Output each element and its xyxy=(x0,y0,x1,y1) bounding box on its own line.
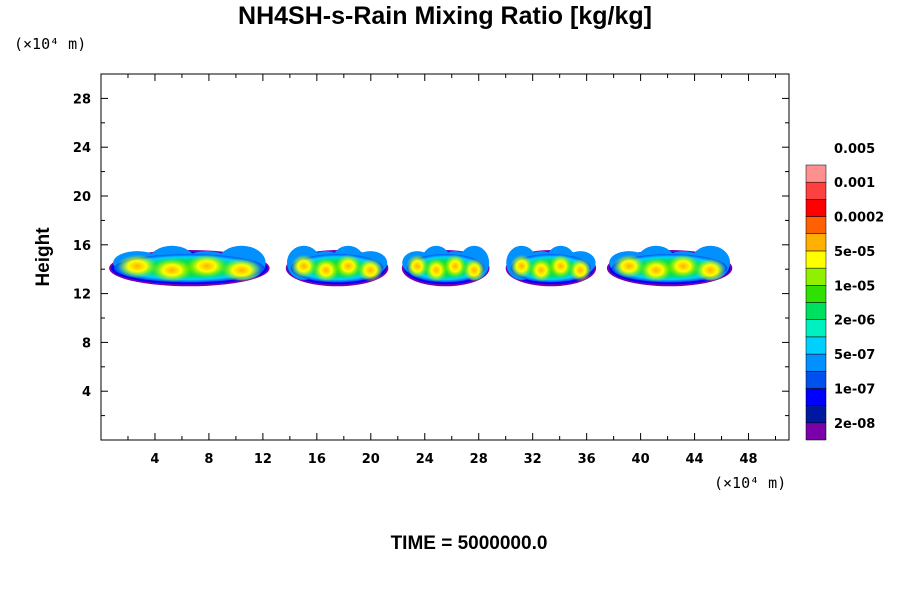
y-tick-label: 28 xyxy=(73,92,91,107)
y-tick-label: 20 xyxy=(73,190,91,205)
colorbar-label: 0.001 xyxy=(834,176,875,191)
cloud-core xyxy=(221,258,262,282)
cloud-core xyxy=(117,254,158,278)
cloud-core xyxy=(549,254,572,278)
colorbar-label: 1e-05 xyxy=(834,279,875,294)
x-tick-label: 40 xyxy=(632,452,650,467)
cloud-core xyxy=(667,254,699,278)
x-tick-label: 20 xyxy=(362,452,380,467)
colorbar-swatch xyxy=(805,233,827,252)
colorbar-legend: 2e-08 1e-07 5e-07 2e-06 1e-05 5e-05 0.0002 0.00… xyxy=(805,142,884,441)
y-tick-label: 24 xyxy=(73,141,91,156)
colorbar-swatch xyxy=(805,371,827,389)
cloud-core xyxy=(568,258,592,282)
x-tick-label: 32 xyxy=(524,452,542,467)
colorbar-swatch xyxy=(805,181,827,200)
cloud-core xyxy=(444,254,467,278)
colorbar-swatch xyxy=(805,405,827,424)
colorbar-label: 0.005 xyxy=(834,142,875,157)
cloud-core xyxy=(335,254,362,278)
colorbar-swatch xyxy=(805,164,827,183)
cloud-core xyxy=(186,254,227,278)
x-tick-label: 44 xyxy=(686,452,704,467)
y-axis-unit: (×10⁴ m) xyxy=(14,35,86,53)
cloud-segment xyxy=(401,245,490,287)
colorbar-swatch xyxy=(805,388,827,406)
cloud-core xyxy=(463,258,486,282)
colorbar-swatch xyxy=(805,353,827,372)
cloud-core xyxy=(406,254,429,278)
cloud-core xyxy=(640,258,672,282)
y-tick-label: 12 xyxy=(73,288,91,303)
y-tick-label: 4 xyxy=(82,385,91,400)
colorbar-label: 2e-06 xyxy=(834,314,875,329)
x-axis-unit: (×10⁴ m) xyxy=(714,474,786,492)
x-tick-label: 28 xyxy=(470,452,488,467)
colorbar-label: 1e-07 xyxy=(834,382,875,397)
cloud-core xyxy=(694,258,727,282)
x-tick-label: 12 xyxy=(254,452,272,467)
colorbar-label: 5e-07 xyxy=(834,348,875,363)
cloud-segment xyxy=(606,245,733,287)
y-axis-label: Height xyxy=(33,227,54,287)
cloud-core xyxy=(151,258,193,282)
cloud-segment xyxy=(505,245,597,287)
colorbar-label: 5e-05 xyxy=(834,245,875,260)
y-tick-label: 8 xyxy=(82,336,91,351)
colorbar-label: 2e-08 xyxy=(834,417,875,432)
cloud-segment xyxy=(285,245,389,287)
x-tick-label: 48 xyxy=(739,452,757,467)
x-tick-label: 16 xyxy=(308,452,326,467)
cloud-core xyxy=(313,258,339,282)
colorbar-swatch xyxy=(805,267,827,286)
time-label: TIME = 5000000.0 xyxy=(391,533,548,554)
colorbar-swatch xyxy=(805,422,827,441)
cloud-core xyxy=(510,254,533,278)
x-tick-label: 24 xyxy=(416,452,434,467)
plot-frame xyxy=(100,73,790,441)
x-axis: 4 8 12 16 20 24 28 32 36 40 44 48 xyxy=(127,74,777,467)
cloud-core xyxy=(613,254,645,278)
y-tick-label: 16 xyxy=(73,239,91,254)
colorbar-swatch xyxy=(805,302,827,320)
cloud-core xyxy=(425,258,448,282)
y-axis: 4 8 12 16 20 24 28 xyxy=(73,73,789,417)
cloud-band xyxy=(109,245,733,287)
x-tick-label: 36 xyxy=(578,452,596,467)
chart-title: NH4SH-s-Rain Mixing Ratio [kg/kg] xyxy=(238,2,652,30)
colorbar-swatch xyxy=(805,336,827,355)
cloud-segment xyxy=(109,245,270,287)
cloud-core xyxy=(290,254,317,278)
colorbar-swatch xyxy=(805,250,827,269)
cloud-core xyxy=(529,258,553,282)
x-tick-label: 8 xyxy=(204,452,213,467)
x-tick-label: 4 xyxy=(150,452,159,467)
colorbar-label: 0.0002 xyxy=(834,211,884,226)
colorbar-swatch xyxy=(805,319,827,338)
colorbar-swatch xyxy=(805,285,827,303)
cloud-core xyxy=(357,258,384,282)
colorbar-swatch xyxy=(805,199,827,217)
colorbar-swatch xyxy=(805,216,827,234)
